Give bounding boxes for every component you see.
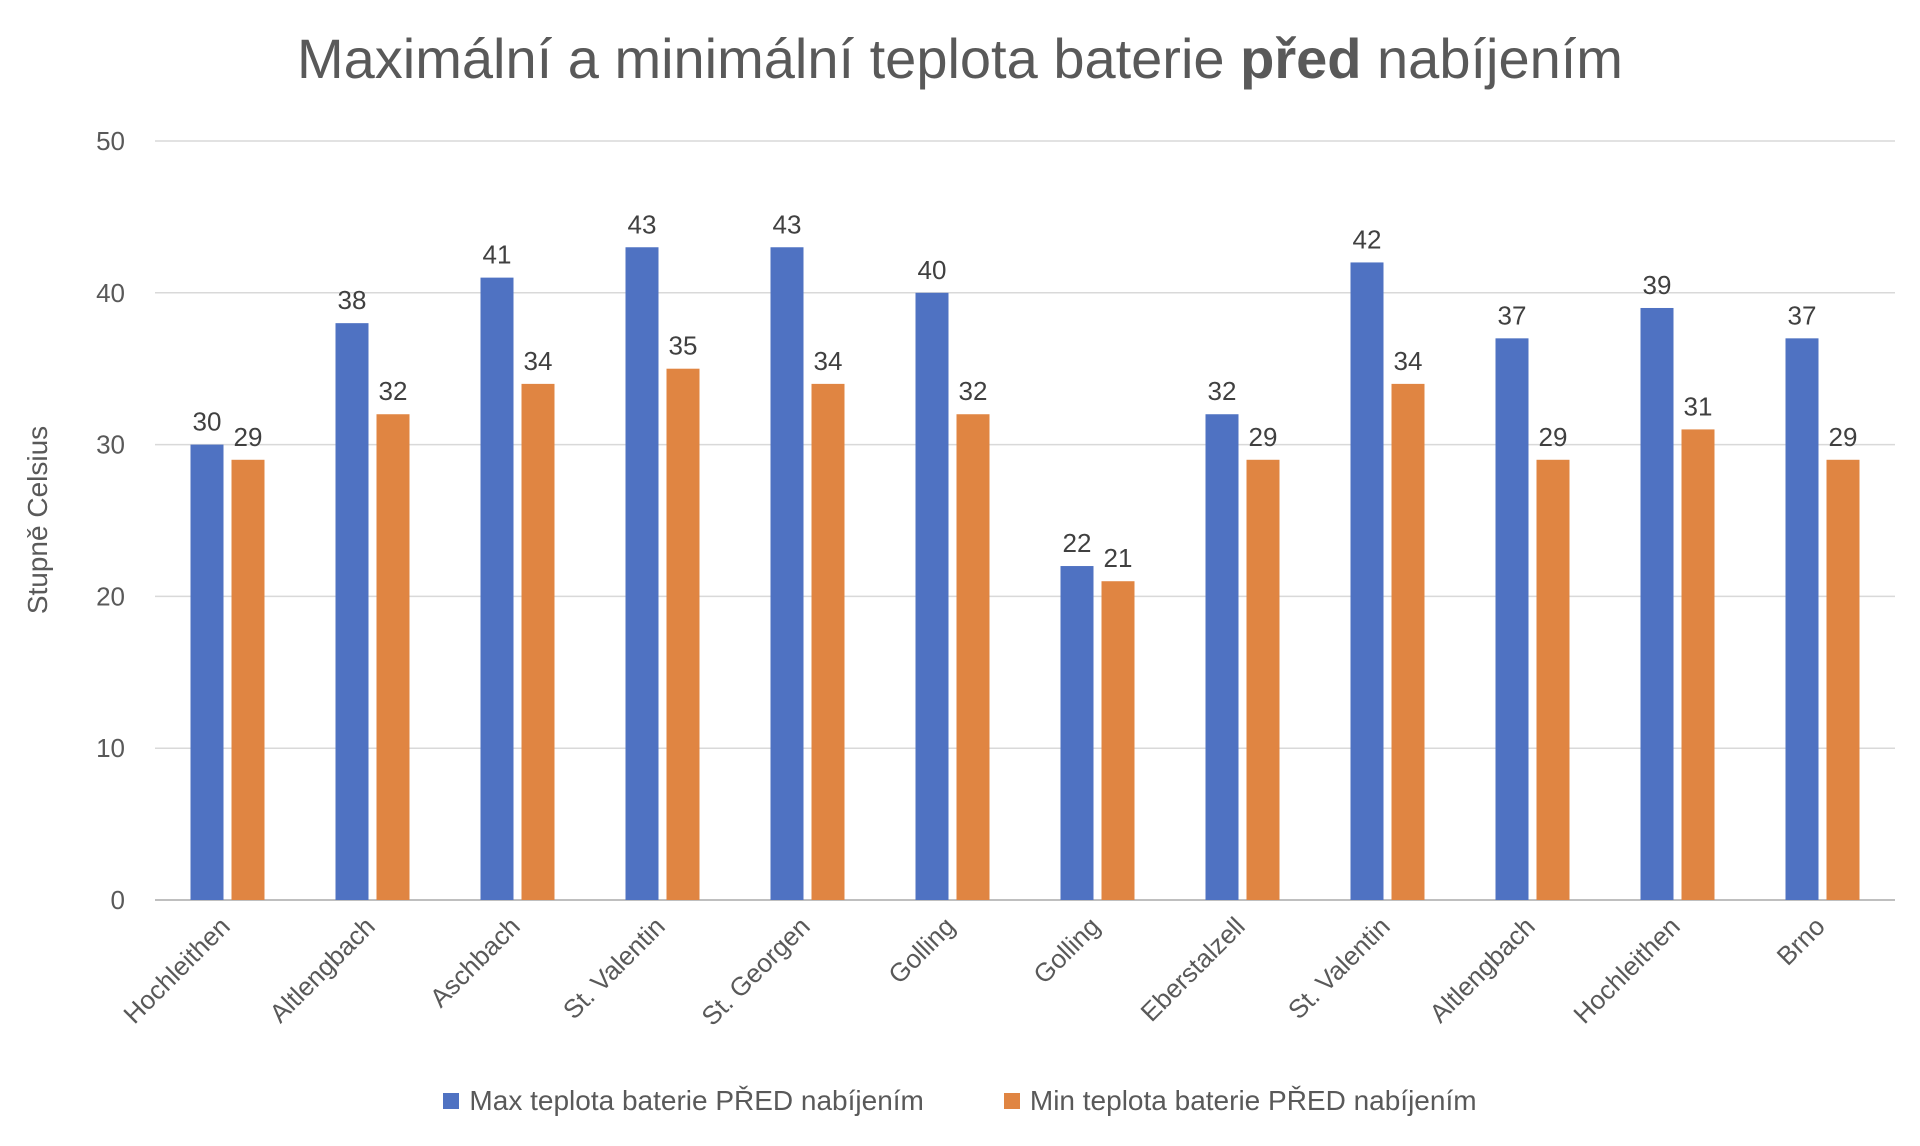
y-tick-label: 20	[96, 581, 125, 611]
x-tick-label: Altlengbach	[1423, 911, 1540, 1028]
data-label: 30	[193, 407, 222, 437]
bar-max	[480, 277, 514, 900]
data-label: 43	[773, 209, 802, 239]
legend-label-min: Min teplota baterie PŘED nabíjením	[1029, 1085, 1477, 1116]
data-label: 39	[1643, 270, 1672, 300]
legend-swatch-max	[443, 1093, 460, 1109]
data-label: 38	[338, 285, 367, 315]
x-tick-label: St. Georgen	[695, 911, 815, 1031]
x-tick-label: Hochleithen	[117, 911, 235, 1029]
data-label: 34	[1394, 346, 1423, 376]
data-label: 29	[1539, 422, 1568, 452]
data-label: 34	[814, 346, 843, 376]
bar-max	[335, 323, 369, 900]
bar-min	[1391, 383, 1425, 900]
legend-swatch-min	[1003, 1093, 1020, 1109]
data-label: 29	[1829, 422, 1858, 452]
x-tick-label: St. Valentin	[557, 911, 671, 1025]
data-label: 29	[234, 422, 263, 452]
bar-max	[1350, 262, 1384, 900]
legend-item-min: Min teplota baterie PŘED nabíjením	[1003, 1085, 1477, 1117]
bar-max	[770, 247, 804, 900]
x-tick-label: Golling	[1027, 911, 1105, 989]
bar-min	[811, 383, 845, 900]
y-tick-label: 40	[96, 278, 125, 308]
data-label: 31	[1684, 391, 1713, 421]
bar-min	[1826, 459, 1860, 900]
bar-min	[1101, 581, 1135, 900]
data-label: 32	[959, 376, 988, 406]
data-label: 42	[1353, 224, 1382, 254]
bar-max	[1785, 338, 1819, 901]
bar-min	[1536, 459, 1570, 900]
chart-title-part-3: nabíjením	[1361, 27, 1623, 90]
bar-min	[1246, 459, 1280, 900]
y-tick-label: 30	[96, 430, 125, 460]
x-tick-label: Aschbach	[424, 911, 526, 1013]
y-tick-label: 10	[96, 733, 125, 763]
legend-label-max: Max teplota baterie PŘED nabíjením	[469, 1085, 924, 1116]
x-tick-label: Brno	[1771, 911, 1831, 971]
bar-min	[231, 459, 265, 900]
bar-min	[376, 414, 410, 900]
chart-title-bold-part: před	[1240, 27, 1362, 90]
legend: Max teplota baterie PŘED nabíjením Min t…	[0, 1085, 1920, 1117]
legend-item-max: Max teplota baterie PŘED nabíjením	[443, 1085, 924, 1117]
data-label: 21	[1104, 543, 1133, 573]
data-label: 34	[524, 346, 553, 376]
y-tick-label: 50	[96, 126, 125, 156]
data-label: 32	[379, 376, 408, 406]
data-label: 35	[669, 331, 698, 361]
bar-max	[1060, 566, 1094, 900]
chart-title: Maximální a minimální teplota baterie př…	[0, 26, 1920, 91]
x-tick-label: Golling	[882, 911, 960, 989]
x-tick-label: Eberstalzell	[1134, 911, 1250, 1027]
bar-max	[190, 444, 224, 900]
bar-max	[1640, 307, 1674, 901]
bar-max	[625, 247, 659, 900]
bar-min	[521, 383, 555, 900]
data-label: 43	[628, 209, 657, 239]
data-label: 40	[918, 255, 947, 285]
bar-min	[956, 414, 990, 900]
data-label: 29	[1249, 422, 1278, 452]
data-label: 41	[483, 240, 512, 270]
chart-title-part-1: Maximální a minimální teplota baterie	[297, 27, 1241, 90]
x-tick-label: Altlengbach	[263, 911, 380, 1028]
data-label: 22	[1063, 528, 1092, 558]
y-tick-label: 0	[111, 885, 125, 915]
x-tick-label: St. Valentin	[1282, 911, 1396, 1025]
data-label: 32	[1208, 376, 1237, 406]
bar-max	[915, 292, 949, 900]
data-label: 37	[1498, 300, 1527, 330]
bar-min	[1681, 429, 1715, 900]
x-tick-label: Hochleithen	[1567, 911, 1685, 1029]
bar-max	[1205, 414, 1239, 900]
bar-max	[1495, 338, 1529, 901]
data-label: 37	[1788, 300, 1817, 330]
bar-min	[666, 368, 700, 900]
